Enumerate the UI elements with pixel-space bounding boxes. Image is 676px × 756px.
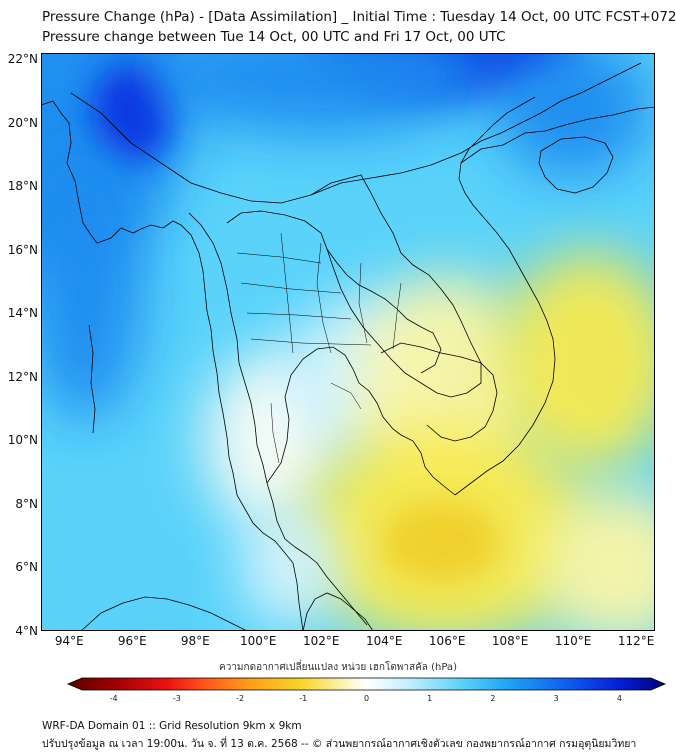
colorbar-label: ความกดอากาศเปลี่ยนแปลง หน่วย เฮกโตพาสคัล… <box>219 662 457 673</box>
coastline-hainan <box>538 136 614 194</box>
colorbar-tick-label: 1 <box>427 694 432 703</box>
lat-tick-label: 12°N <box>7 369 38 384</box>
lon-tick-label: 108°E <box>491 634 529 648</box>
colorbar: -4 -3 -2 -1 0 1 2 3 4 <box>66 677 667 703</box>
field-region-14 <box>239 507 340 628</box>
field-region-11 <box>380 502 501 583</box>
footer-credit: ปรับปรุงข้อมูล ณ เวลา 19:00น. วัน จ. ที่… <box>42 738 637 750</box>
colorbar-tick-label: -1 <box>299 694 307 703</box>
lon-tick-label: 94°E <box>54 634 84 648</box>
coastline-andaman <box>88 324 96 434</box>
colorbar-tick-label: -3 <box>173 694 181 703</box>
lon-tick-label: 112°E <box>617 634 655 648</box>
chart-subtitle: Pressure change between Tue 14 Oct, 00 U… <box>42 29 506 45</box>
colorbar-tick-label: -4 <box>110 694 118 703</box>
chart-title: Pressure Change (hPa) - [Data Assimilati… <box>42 9 676 25</box>
lon-tick-label: 102°E <box>302 634 340 648</box>
lon-tick-label: 98°E <box>180 634 210 648</box>
map-area <box>41 53 655 631</box>
province-borders <box>236 232 402 464</box>
colorbar-ticks: -4 -3 -2 -1 0 1 2 3 4 <box>110 694 622 703</box>
country-boundaries <box>41 62 655 631</box>
lat-tick-label: 10°N <box>7 433 38 448</box>
lat-tick-label: 22°N <box>7 52 38 67</box>
footer-model-info: WRF-DA Domain 01 :: Grid Resolution 9km … <box>42 720 302 732</box>
field-region-12 <box>540 487 655 631</box>
lon-tick-label: 96°E <box>117 634 147 648</box>
coastline-malay-peninsula <box>302 592 374 631</box>
colorbar-tick-label: 4 <box>617 694 622 703</box>
border-thailand-north <box>226 210 442 374</box>
coastline-thai-peninsula <box>266 482 368 626</box>
lat-tick-label: 4°N <box>15 624 38 638</box>
field-region-3 <box>151 53 492 136</box>
lat-tick-label: 8°N <box>15 496 38 511</box>
border-myanmar-thailand <box>188 212 268 484</box>
coastline-south-china <box>460 106 655 164</box>
field-region-1 <box>92 63 173 164</box>
coastline-vietnam <box>454 96 556 496</box>
field-region-4 <box>493 53 654 177</box>
coastline-gulf-of-thailand <box>266 346 456 496</box>
lat-tick-label: 20°N <box>7 115 38 130</box>
pressure-change-map <box>41 53 655 631</box>
lon-tick-label: 100°E <box>240 634 277 648</box>
lat-tick-label: 6°N <box>15 560 38 575</box>
colorbar-tick-label: 2 <box>490 694 495 703</box>
lon-tick-label: 106°E <box>428 634 466 648</box>
border-cambodia <box>380 342 498 442</box>
lat-tick-label: 18°N <box>7 179 38 194</box>
lon-tick-label: 110°E <box>554 634 592 648</box>
lat-tick-label: 14°N <box>7 306 38 321</box>
coastline-myanmar-west <box>41 100 304 631</box>
colorbar-body <box>66 677 667 691</box>
lon-tick-label: 104°E <box>365 634 403 648</box>
colorbar-tick-label: 3 <box>554 694 559 703</box>
field-region-5 <box>41 141 146 422</box>
coastline-sumatra <box>80 596 248 631</box>
colorbar-tick-label: 0 <box>364 694 369 703</box>
field-region-13 <box>113 557 214 628</box>
pressure-field <box>41 53 655 631</box>
border-china <box>70 62 642 204</box>
lat-tick-label: 16°N <box>7 242 38 257</box>
colorbar-tick-label: -2 <box>236 694 244 703</box>
